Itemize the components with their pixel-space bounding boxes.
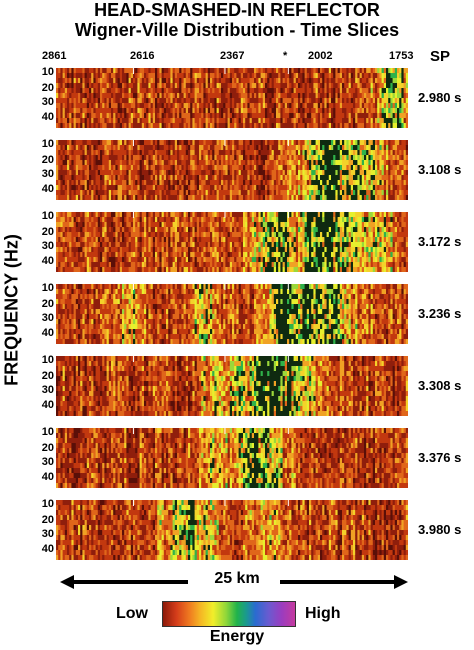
frequency-tick: 20 [41,154,54,166]
colorbar [162,601,296,627]
shotpoint-label: 1753 [389,50,414,62]
time-slice-label: 3.108 s [418,162,462,177]
frequency-tick: 30 [41,456,54,468]
shotpoint-unit: SP [430,48,451,65]
energy-map [56,428,408,488]
frequency-tick: 30 [41,312,54,324]
time-slice-panel [56,428,408,488]
frequency-tick: 30 [41,528,54,540]
y-axis-label: FREQUENCY (Hz) [1,234,22,386]
frequency-tick: 30 [41,240,54,252]
frequency-ticks: 10 20 30 40 [30,282,54,344]
scale-label: 25 km [214,570,260,587]
shotpoint-label: 2002 [308,50,333,62]
shotpoint-label: 2861 [42,50,67,62]
frequency-tick: 30 [41,168,54,180]
time-slice-panel [56,68,408,128]
frequency-tick: 10 [41,282,54,294]
frequency-tick: 10 [41,210,54,222]
frequency-tick: 20 [41,82,54,94]
time-slice-panel [56,500,408,560]
frequency-tick: 20 [41,370,54,382]
time-slice-label: 3.308 s [418,378,462,393]
frequency-tick: 30 [41,384,54,396]
frequency-tick: 10 [41,66,54,78]
shotpoint-label: 2367 [220,50,245,62]
time-slice-panel [56,356,408,416]
frequency-tick: 30 [41,96,54,108]
frequency-ticks: 10 20 30 40 [30,66,54,128]
time-slice-panel [56,212,408,272]
frequency-tick: 10 [41,498,54,510]
frequency-tick: 40 [41,183,54,195]
frequency-ticks: 10 20 30 40 [30,498,54,560]
colorbar-high-label: High [305,605,341,622]
colorbar-low-label: Low [116,605,148,622]
frequency-tick: 10 [41,354,54,366]
frequency-ticks: 10 20 30 40 [30,210,54,272]
energy-map [56,356,408,416]
scale-arrow-right [280,575,408,589]
shotpoint-label: 2616 [130,50,155,62]
frequency-tick: 20 [41,514,54,526]
scale-arrow-left [60,575,188,589]
frequency-tick: 40 [41,543,54,555]
time-slice-label: 3.376 s [418,450,462,465]
frequency-ticks: 10 20 30 40 [30,426,54,488]
energy-map [56,500,408,560]
energy-map [56,140,408,200]
frequency-tick: 20 [41,442,54,454]
time-slice-label: 3.980 s [418,522,462,537]
energy-map [56,212,408,272]
time-slice-label: 2.980 s [418,90,462,105]
frequency-tick: 10 [41,426,54,438]
shotpoint-marker: * [283,50,288,62]
frequency-ticks: 10 20 30 40 [30,138,54,200]
frequency-tick: 10 [41,138,54,150]
scale-bar [60,575,408,589]
frequency-tick: 40 [41,111,54,123]
colorbar-title: Energy [209,628,265,645]
time-slice-label: 3.172 s [418,234,462,249]
energy-map [56,284,408,344]
frequency-tick: 40 [41,255,54,267]
frequency-tick: 40 [41,399,54,411]
frequency-tick: 40 [41,327,54,339]
frequency-tick: 20 [41,298,54,310]
figure-subtitle: Wigner-Ville Distribution - Time Slices [74,20,400,40]
frequency-tick: 20 [41,226,54,238]
frequency-ticks: 10 20 30 40 [30,354,54,416]
time-slice-panel [56,140,408,200]
time-slice-label: 3.236 s [418,306,462,321]
frequency-tick: 40 [41,471,54,483]
figure-title: HEAD-SMASHED-IN REFLECTOR [94,0,380,20]
time-slice-panel [56,284,408,344]
energy-map [56,68,408,128]
